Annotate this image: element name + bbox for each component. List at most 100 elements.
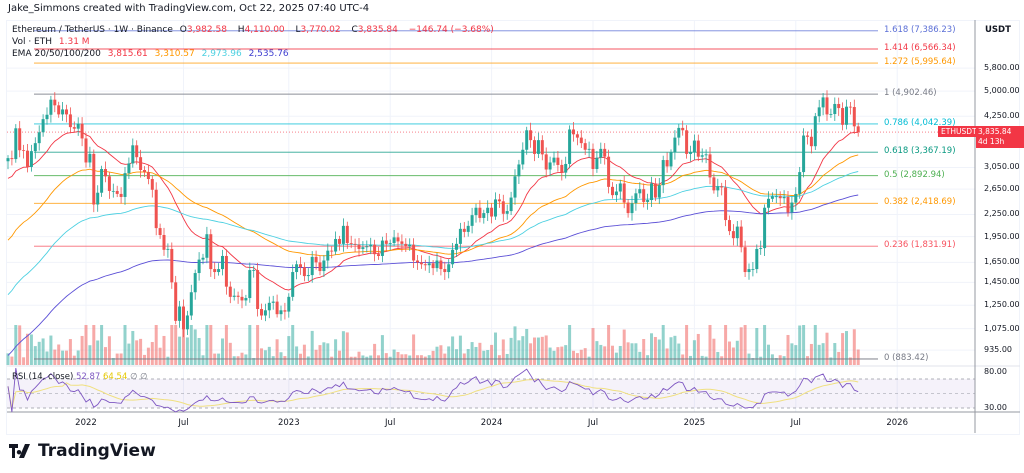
candle[interactable] [451, 243, 455, 268]
candle[interactable] [295, 260, 299, 280]
candle[interactable] [626, 198, 630, 218]
candle[interactable] [665, 152, 669, 173]
candle[interactable] [572, 121, 575, 142]
tradingview-logo[interactable]: TradingView [9, 441, 156, 461]
candle[interactable] [669, 149, 673, 171]
candle[interactable] [139, 149, 143, 178]
candle[interactable] [704, 149, 708, 164]
candle[interactable] [856, 122, 860, 137]
candle[interactable] [809, 129, 813, 154]
candle[interactable] [731, 224, 735, 246]
candle[interactable] [536, 132, 540, 159]
candle[interactable] [794, 187, 798, 211]
candle[interactable] [107, 172, 111, 199]
candle[interactable] [57, 101, 61, 118]
candle[interactable] [778, 191, 782, 207]
candle[interactable] [494, 192, 497, 220]
candle[interactable] [76, 117, 80, 136]
candle[interactable] [763, 204, 767, 256]
candle[interactable] [244, 294, 248, 306]
candle[interactable] [61, 102, 65, 121]
candle[interactable] [14, 124, 18, 163]
candle[interactable] [209, 229, 213, 277]
candle[interactable] [657, 177, 661, 204]
candle[interactable] [497, 193, 501, 208]
candle[interactable] [829, 108, 833, 118]
candle[interactable] [400, 234, 404, 252]
candle[interactable] [361, 241, 365, 254]
candle[interactable] [845, 99, 848, 130]
candle[interactable] [240, 289, 244, 309]
candle[interactable] [221, 249, 224, 276]
candle[interactable] [84, 133, 88, 168]
candle[interactable] [53, 92, 57, 113]
candle[interactable] [443, 261, 447, 280]
candle[interactable] [349, 235, 353, 249]
candle[interactable] [544, 147, 548, 178]
candle[interactable] [806, 131, 809, 145]
candle[interactable] [275, 294, 279, 318]
candle[interactable] [279, 305, 283, 321]
candle[interactable] [68, 107, 72, 134]
candle[interactable] [490, 203, 494, 224]
candle[interactable] [416, 255, 419, 270]
candle[interactable] [326, 243, 330, 269]
candle[interactable] [525, 126, 529, 155]
candle[interactable] [26, 144, 29, 173]
candle[interactable] [341, 218, 345, 252]
candle[interactable] [37, 125, 41, 151]
candle[interactable] [673, 130, 677, 160]
candle[interactable] [302, 262, 306, 282]
candle[interactable] [263, 303, 267, 322]
candle[interactable] [119, 187, 123, 204]
candle[interactable] [431, 260, 435, 276]
candle[interactable] [735, 220, 739, 246]
candle[interactable] [45, 107, 49, 125]
candle[interactable] [470, 207, 474, 234]
candle[interactable] [837, 97, 841, 116]
candle[interactable] [755, 244, 759, 274]
candle[interactable] [408, 238, 412, 251]
candle[interactable] [146, 164, 150, 185]
candle[interactable] [607, 149, 611, 194]
candle[interactable] [802, 128, 806, 178]
candle[interactable] [427, 255, 431, 274]
candle[interactable] [786, 190, 790, 217]
candle[interactable] [111, 183, 115, 198]
candle[interactable] [622, 175, 626, 209]
candle[interactable] [123, 167, 127, 205]
candle[interactable] [689, 145, 692, 162]
candle[interactable] [513, 169, 517, 205]
candle[interactable] [817, 99, 821, 123]
candle[interactable] [80, 117, 84, 147]
candle[interactable] [813, 112, 817, 151]
candle[interactable] [821, 93, 825, 116]
candle[interactable] [790, 196, 794, 220]
candle[interactable] [384, 233, 388, 252]
candle[interactable] [540, 135, 544, 161]
rsi-legend[interactable]: RSI (14, close) 52.87 64.54 ∅ ∅ [12, 372, 148, 382]
candle[interactable] [751, 261, 755, 277]
candle[interactable] [100, 165, 104, 197]
candle[interactable] [478, 200, 482, 223]
candle[interactable] [252, 265, 256, 278]
candle[interactable] [696, 134, 700, 162]
candle[interactable] [154, 182, 158, 236]
candle[interactable] [404, 238, 408, 253]
candle[interactable] [392, 229, 396, 247]
symbol-legend[interactable]: Ethereum / TetherUS · 1W · Binance O3,98… [12, 25, 498, 35]
candle[interactable] [638, 182, 642, 198]
candle[interactable] [166, 243, 170, 258]
candle[interactable] [774, 189, 778, 204]
candle[interactable] [716, 178, 720, 197]
candle[interactable] [334, 231, 338, 255]
candle[interactable] [189, 284, 193, 320]
candle[interactable] [724, 180, 728, 227]
candle[interactable] [634, 188, 638, 211]
candle[interactable] [505, 204, 509, 220]
candle[interactable] [728, 215, 731, 236]
candle[interactable] [564, 156, 568, 179]
candle[interactable] [345, 221, 349, 249]
candle[interactable] [41, 114, 45, 137]
volume-legend[interactable]: Vol · ETH 1.31 M [12, 37, 94, 47]
